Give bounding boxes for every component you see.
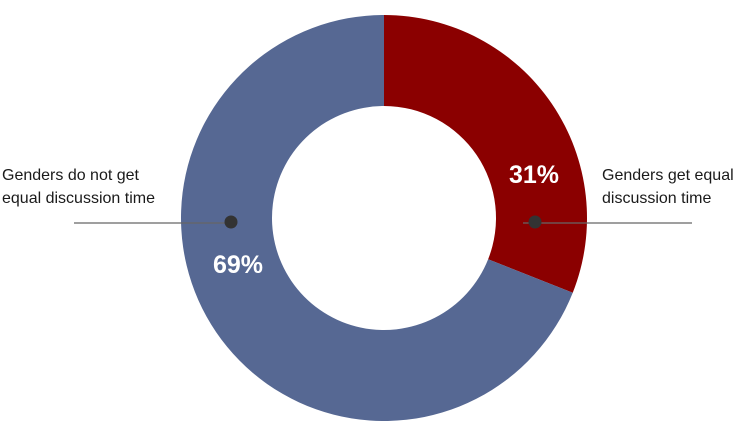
slice-not-equal — [181, 15, 573, 421]
slice-label-not-equal: equal discussion time — [2, 190, 155, 207]
slice-label-equal: Genders get equal — [602, 167, 734, 184]
slice-label-not-equal: Genders do not get — [2, 167, 140, 184]
slice-label-equal: discussion time — [602, 190, 711, 207]
callout-dot-equal — [528, 215, 542, 229]
callout-dot-not-equal — [224, 215, 238, 229]
slice-equal — [384, 15, 588, 293]
value-label-equal: 31% — [509, 161, 559, 189]
value-label-not-equal: 69% — [213, 251, 263, 279]
